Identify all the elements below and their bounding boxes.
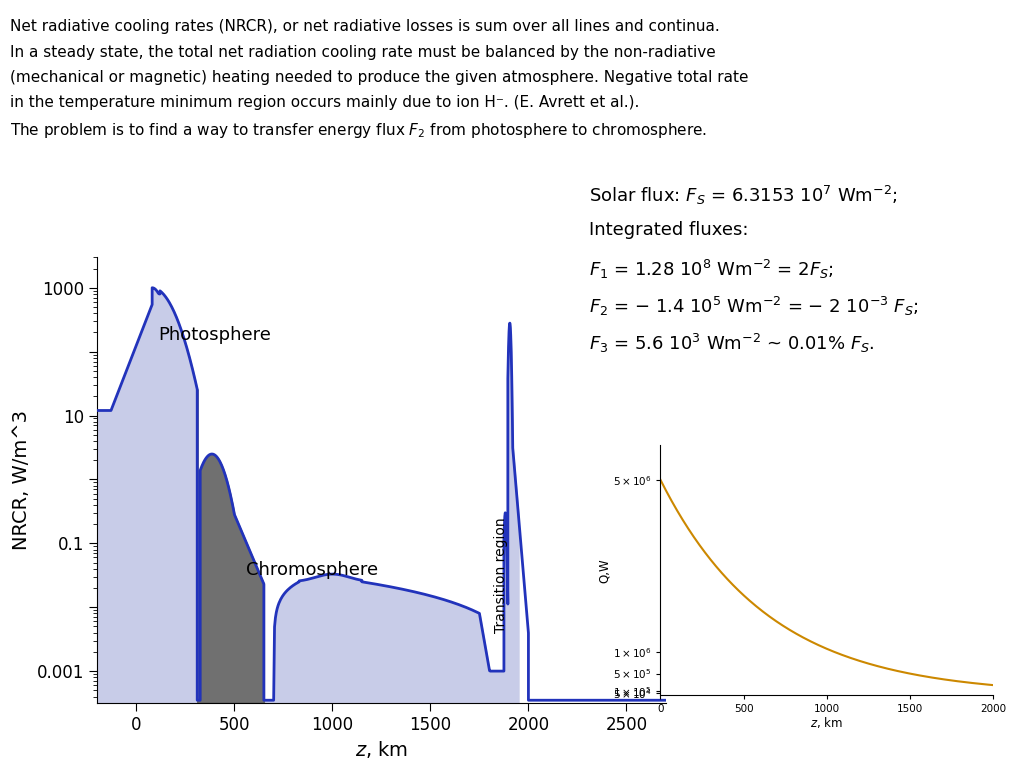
Y-axis label: Q,W: Q,W (598, 558, 611, 583)
Y-axis label: NRCR, W/m^3: NRCR, W/m^3 (12, 410, 31, 550)
Text: (mechanical or magnetic) heating needed to produce the given atmosphere. Negativ: (mechanical or magnetic) heating needed … (10, 70, 749, 85)
Text: The problem is to find a way to transfer energy flux $\it{F}_2$ from photosphere: The problem is to find a way to transfer… (10, 121, 708, 140)
Text: Transition region: Transition region (494, 517, 508, 633)
Text: Integrated fluxes:: Integrated fluxes: (589, 221, 749, 239)
X-axis label: $\it{z}$, km: $\it{z}$, km (810, 716, 844, 730)
Text: $\it{F}_2$ = $-$ 1.4 10$^5$ Wm$^{-2}$ = $-$ 2 10$^{-3}$ $\it{F}_S$;: $\it{F}_2$ = $-$ 1.4 10$^5$ Wm$^{-2}$ = … (589, 295, 919, 318)
X-axis label: $\it{z}$, km: $\it{z}$, km (355, 740, 408, 760)
Text: $\it{F}_1$ = 1.28 10$^8$ Wm$^{-2}$ = 2$\it{F}_S$;: $\it{F}_1$ = 1.28 10$^8$ Wm$^{-2}$ = 2$\… (589, 258, 834, 281)
Text: $\it{F}_3$ = 5.6 10$^3$ Wm$^{-2}$ ~ 0.01% $\it{F}_S$.: $\it{F}_3$ = 5.6 10$^3$ Wm$^{-2}$ ~ 0.01… (589, 332, 874, 355)
Text: Chromosphere: Chromosphere (246, 561, 378, 579)
Text: Solar flux: $\it{F}_S$ = 6.3153 10$^7$ Wm$^{-2}$;: Solar flux: $\it{F}_S$ = 6.3153 10$^7$ W… (589, 184, 898, 207)
Text: In a steady state, the total net radiation cooling rate must be balanced by the : In a steady state, the total net radiati… (10, 45, 716, 60)
Text: in the temperature minimum region occurs mainly due to ion H⁻. (E. Avrett et al.: in the temperature minimum region occurs… (10, 95, 640, 111)
Text: Net radiative cooling rates (NRCR), or net radiative losses is sum over all line: Net radiative cooling rates (NRCR), or n… (10, 19, 720, 35)
Text: Photosphere: Photosphere (158, 326, 271, 344)
